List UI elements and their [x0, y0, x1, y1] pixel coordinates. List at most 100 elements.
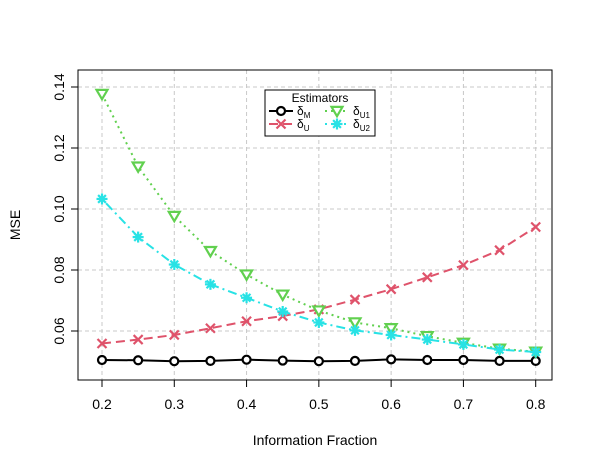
x-tick-label: 0.8 — [526, 396, 546, 412]
marker-circle — [494, 355, 505, 366]
legend-entry-u1: δU1 — [325, 104, 370, 120]
marker-circle — [277, 355, 288, 366]
circle-marker — [133, 355, 144, 366]
circle-marker — [386, 354, 397, 365]
marker-triangle-down — [239, 269, 254, 282]
circle-marker — [241, 354, 252, 365]
x-marker-stroke — [205, 322, 216, 334]
marker-asterisk — [457, 338, 469, 350]
series-u2 — [96, 193, 542, 358]
series-m — [96, 354, 541, 367]
marker-x — [494, 244, 505, 256]
marker-asterisk — [277, 305, 289, 317]
marker-triangle-down — [383, 323, 399, 336]
marker-circle — [422, 354, 433, 366]
marker-triangle-down — [130, 161, 146, 174]
marker-circle — [169, 356, 180, 367]
triangle-marker — [383, 323, 399, 336]
asterisk-marker-stroke — [494, 344, 505, 355]
legend-label-subscript: U — [304, 124, 310, 133]
legend-entry-m: δM — [269, 104, 311, 120]
legend-label-subscript: U2 — [360, 124, 371, 133]
marker-x — [241, 315, 252, 327]
circle-marker — [96, 354, 108, 366]
legend-label-subscript: U1 — [360, 111, 371, 120]
marker-asterisk — [132, 231, 144, 243]
circle-marker — [458, 354, 469, 366]
marker-asterisk — [349, 324, 361, 336]
triangle-marker — [347, 317, 363, 330]
circle-marker — [205, 355, 216, 366]
asterisk-marker-stroke — [278, 306, 288, 317]
y-tick-label: 0.06 — [51, 317, 67, 344]
marker-x — [132, 334, 144, 345]
y-tick-label: 0.08 — [51, 256, 67, 283]
x-marker-stroke — [241, 315, 252, 327]
circle-marker — [422, 354, 433, 366]
triangle-marker — [166, 210, 182, 224]
circle-marker — [494, 355, 505, 366]
marker-asterisk — [168, 259, 180, 271]
y-tick-label: 0.10 — [51, 195, 67, 222]
marker-circle — [133, 355, 144, 366]
marker-x — [96, 338, 108, 349]
circle-marker — [277, 355, 288, 366]
x-marker-stroke — [132, 334, 144, 345]
x-marker-stroke — [530, 221, 541, 233]
asterisk-marker-stroke — [133, 232, 143, 242]
marker-circle — [386, 354, 397, 365]
marker-asterisk — [421, 334, 433, 346]
x-marker-stroke — [275, 118, 287, 130]
legend-label-symbol: δ — [353, 104, 360, 118]
marker-asterisk — [313, 316, 325, 328]
asterisk-marker-stroke — [97, 194, 107, 204]
x-axis-label: Information Fraction — [253, 432, 378, 448]
marker-triangle-down — [275, 289, 291, 303]
marker-x — [530, 221, 541, 233]
triangle-marker — [239, 269, 254, 282]
x-tick-label: 0.3 — [165, 396, 185, 412]
x-marker-stroke — [96, 338, 108, 349]
marker-circle — [458, 354, 469, 366]
marker-circle — [349, 355, 361, 366]
legend-label: δU2 — [353, 117, 370, 133]
marker-x — [205, 322, 216, 334]
circle-marker — [313, 356, 324, 367]
marker-triangle-down — [203, 245, 218, 259]
legend-label-symbol: δ — [297, 117, 304, 131]
marker-x — [385, 283, 397, 295]
marker-asterisk — [530, 346, 542, 358]
asterisk-marker-stroke — [531, 347, 541, 357]
legend-label: δU1 — [353, 104, 370, 120]
marker-x — [458, 259, 469, 271]
circle-marker — [349, 355, 361, 366]
marker-triangle-down — [347, 317, 363, 330]
marker-circle — [313, 356, 324, 367]
x-marker-stroke — [458, 259, 469, 271]
marker-circle — [275, 105, 287, 117]
asterisk-marker-stroke — [332, 119, 342, 129]
marker-triangle-down — [329, 105, 345, 119]
y-axis-label: MSE — [7, 210, 23, 240]
marker-asterisk — [331, 118, 343, 130]
marker-triangle-down — [94, 88, 110, 102]
asterisk-marker-stroke — [350, 325, 360, 336]
marker-asterisk — [385, 329, 397, 341]
x-marker-stroke — [385, 283, 397, 295]
y-tick-label: 0.12 — [51, 134, 67, 161]
y-tick-label: 0.14 — [51, 73, 67, 100]
circle-marker — [275, 105, 287, 117]
marker-asterisk — [494, 344, 506, 356]
legend-label: δM — [297, 104, 311, 120]
marker-x — [349, 294, 361, 305]
marker-asterisk — [241, 292, 253, 304]
x-tick-label: 0.6 — [381, 396, 401, 412]
x-tick-label: 0.4 — [237, 396, 257, 412]
triangle-marker — [94, 88, 110, 102]
asterisk-marker-stroke — [169, 259, 179, 270]
legend-label: δU — [297, 117, 310, 133]
marker-x — [275, 118, 287, 130]
asterisk-marker-stroke — [422, 334, 432, 345]
